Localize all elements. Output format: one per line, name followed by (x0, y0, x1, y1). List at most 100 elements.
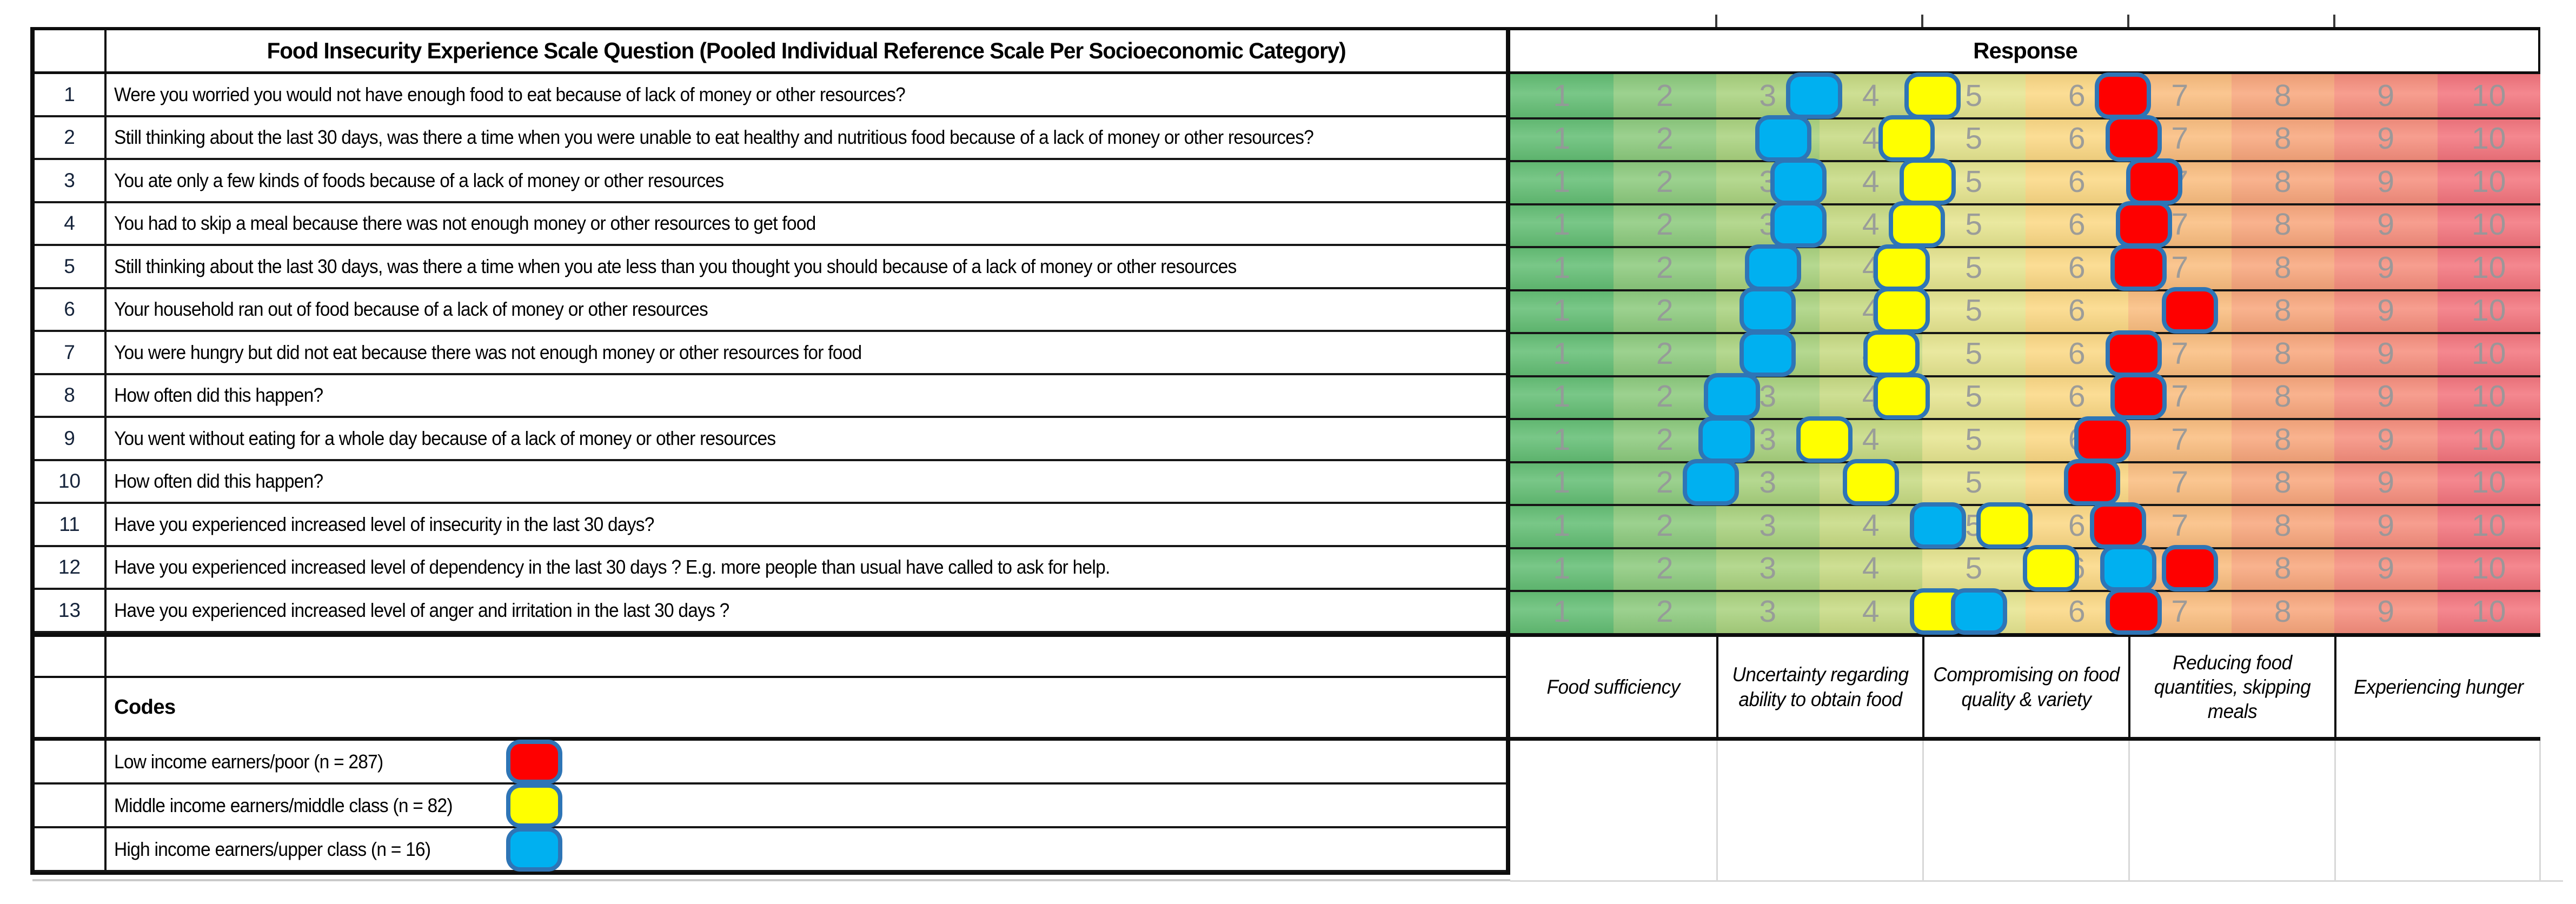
legend-label: High income earners/upper class (n = 16) (114, 837, 431, 860)
question-row: 2 Still thinking about the last 30 days, … (35, 117, 1506, 160)
question-text: Have you experienced increased level of … (114, 556, 1110, 579)
question-number: 11 (35, 504, 107, 545)
scale-tick-label: 8 (2274, 336, 2292, 371)
category-label-cell: Food sufficiency (1510, 637, 1716, 737)
middle-income-marker[interactable] (1873, 287, 1930, 334)
scale-cell-8: 8 (2231, 461, 2334, 504)
high-income-marker[interactable] (1740, 287, 1796, 334)
low-income-marker[interactable] (2115, 201, 2172, 248)
scale-cell-5: 5 (1922, 547, 2026, 590)
category-label-cell: Uncertainty regarding ability to obtain … (1716, 637, 1922, 737)
scale-cell-3: 3 (1716, 590, 1820, 633)
scale-tick-label: 9 (2377, 551, 2395, 586)
scale-tick-label: 3 (1759, 594, 1777, 629)
scale-tick-label: 4 (1862, 121, 1880, 156)
low-income-marker[interactable] (2110, 244, 2167, 291)
question-response-divider (1506, 27, 1510, 875)
scale-cell-1: 1 (1510, 547, 1614, 590)
low-income-marker[interactable] (2089, 502, 2146, 549)
high-income-marker[interactable] (1703, 373, 1760, 420)
scale-tick-label: 8 (2274, 465, 2292, 500)
high-income-marker[interactable] (1683, 459, 1740, 506)
scale-tick-label: 1 (1553, 78, 1571, 113)
middle-income-marker[interactable] (2023, 545, 2080, 592)
middle-income-legend-swatch[interactable] (506, 783, 562, 828)
scale-tick-label: 2 (1656, 336, 1674, 371)
codes-cell: Codes (107, 678, 1513, 737)
low-income-marker[interactable] (2162, 287, 2219, 334)
high-income-marker[interactable] (1909, 502, 1966, 549)
low-income-legend-swatch[interactable] (506, 740, 562, 784)
scale-tick-label: 3 (1759, 508, 1777, 543)
low-income-marker[interactable] (2095, 72, 2152, 119)
middle-income-marker[interactable] (1878, 115, 1935, 162)
category-label-cell: Reducing food quantities, skipping meals (2128, 637, 2334, 737)
low-income-marker[interactable] (2126, 158, 2182, 205)
middle-income-marker[interactable] (1904, 72, 1961, 119)
category-label: Experiencing hunger (2353, 675, 2524, 698)
high-income-marker[interactable] (1698, 416, 1755, 463)
high-income-legend-swatch[interactable] (506, 827, 562, 872)
scale-cell-3: 3 (1716, 547, 1820, 590)
high-income-marker[interactable] (1744, 244, 1801, 291)
question-cell: You ate only a few kinds of foods becaus… (107, 160, 1506, 201)
middle-income-marker[interactable] (1842, 459, 1899, 506)
high-income-marker[interactable] (1770, 158, 1827, 205)
question-cell: Were you worried you would not have enou… (107, 74, 1506, 115)
scale-tick-label: 10 (2472, 207, 2506, 242)
middle-income-marker[interactable] (1873, 244, 1930, 291)
scale-tick-label: 2 (1656, 551, 1674, 586)
scale-cell-1: 1 (1510, 289, 1614, 332)
scale-cell-7: 7 (2128, 461, 2232, 504)
question-row: 13 Have you experienced increased level o… (35, 590, 1506, 633)
high-income-marker[interactable] (1740, 330, 1796, 377)
scale-tick-label: 6 (2068, 164, 2086, 199)
high-income-marker[interactable] (1770, 201, 1827, 248)
scale-tick-label: 8 (2274, 121, 2292, 156)
scale-tick-label: 9 (2377, 121, 2395, 156)
row-border (1510, 375, 2540, 377)
low-income-marker[interactable] (2162, 545, 2219, 592)
high-income-marker[interactable] (1755, 115, 1811, 162)
scale-tick-label: 3 (1759, 551, 1777, 586)
middle-income-marker[interactable] (1873, 373, 1930, 420)
question-cell: Have you experienced increased level of … (107, 590, 1506, 631)
middle-income-marker[interactable] (1899, 158, 1956, 205)
scale-tick-label: 5 (1965, 293, 1983, 328)
scale-tick-label: 1 (1553, 293, 1571, 328)
middle-income-marker[interactable] (1976, 502, 2033, 549)
scale-tick-label: 1 (1553, 250, 1571, 285)
scale-tick-label: 6 (2068, 508, 2086, 543)
high-income-marker[interactable] (2100, 545, 2156, 592)
low-income-marker[interactable] (2064, 459, 2121, 506)
high-income-marker[interactable] (1785, 72, 1842, 119)
question-row: 10 How often did this happen? (35, 461, 1506, 504)
scale-tick-label: 2 (1656, 78, 1674, 113)
low-income-marker[interactable] (2110, 373, 2167, 420)
question-text: Your household ran out of food because o… (114, 298, 708, 321)
middle-income-marker[interactable] (1889, 201, 1946, 248)
middle-income-marker[interactable] (1796, 416, 1853, 463)
scale-tick-label: 6 (2068, 293, 2086, 328)
scale-tick-label: 1 (1553, 164, 1571, 199)
low-income-marker[interactable] (2074, 416, 2131, 463)
high-income-marker[interactable] (1950, 588, 2007, 635)
middle-income-marker[interactable] (1863, 330, 1920, 377)
scale-cell-6: 6 (2025, 289, 2128, 332)
category-label-cell: Compromising on food quality & variety (1922, 637, 2128, 737)
question-text: How often did this happen? (114, 384, 323, 407)
low-income-marker[interactable] (2105, 588, 2162, 635)
scale-cell-9: 9 (2334, 117, 2438, 160)
scale-tick-label: 5 (1965, 422, 1983, 457)
question-text: You had to skip a meal because there was… (114, 212, 816, 235)
scale-cell-5: 5 (1922, 117, 2026, 160)
question-row: 6 Your household ran out of food because … (35, 289, 1506, 332)
scale-cell-5: 5 (1922, 246, 2026, 289)
low-income-marker[interactable] (2105, 330, 2162, 377)
scale-tick-label: 10 (2472, 121, 2506, 156)
scale-cell-9: 9 (2334, 504, 2438, 547)
scale-tick-label: 6 (2068, 207, 2086, 242)
top-tick-3 (2127, 15, 2129, 27)
question-row: 5 Still thinking about the last 30 days, … (35, 246, 1506, 289)
low-income-marker[interactable] (2105, 115, 2162, 162)
